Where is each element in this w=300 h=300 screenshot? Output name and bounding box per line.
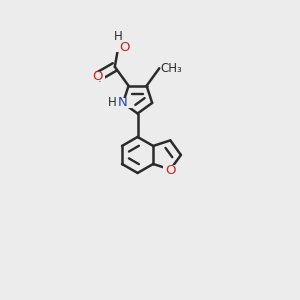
Text: N: N <box>118 96 128 110</box>
Text: H: H <box>108 96 117 109</box>
Bar <box>108 43 129 52</box>
Text: O: O <box>92 70 103 83</box>
Text: O: O <box>119 41 130 54</box>
Text: H: H <box>114 30 123 44</box>
Bar <box>164 165 177 174</box>
Text: O: O <box>165 164 175 177</box>
Bar <box>114 98 132 108</box>
Bar <box>91 72 105 81</box>
Text: CH₃: CH₃ <box>160 62 182 75</box>
